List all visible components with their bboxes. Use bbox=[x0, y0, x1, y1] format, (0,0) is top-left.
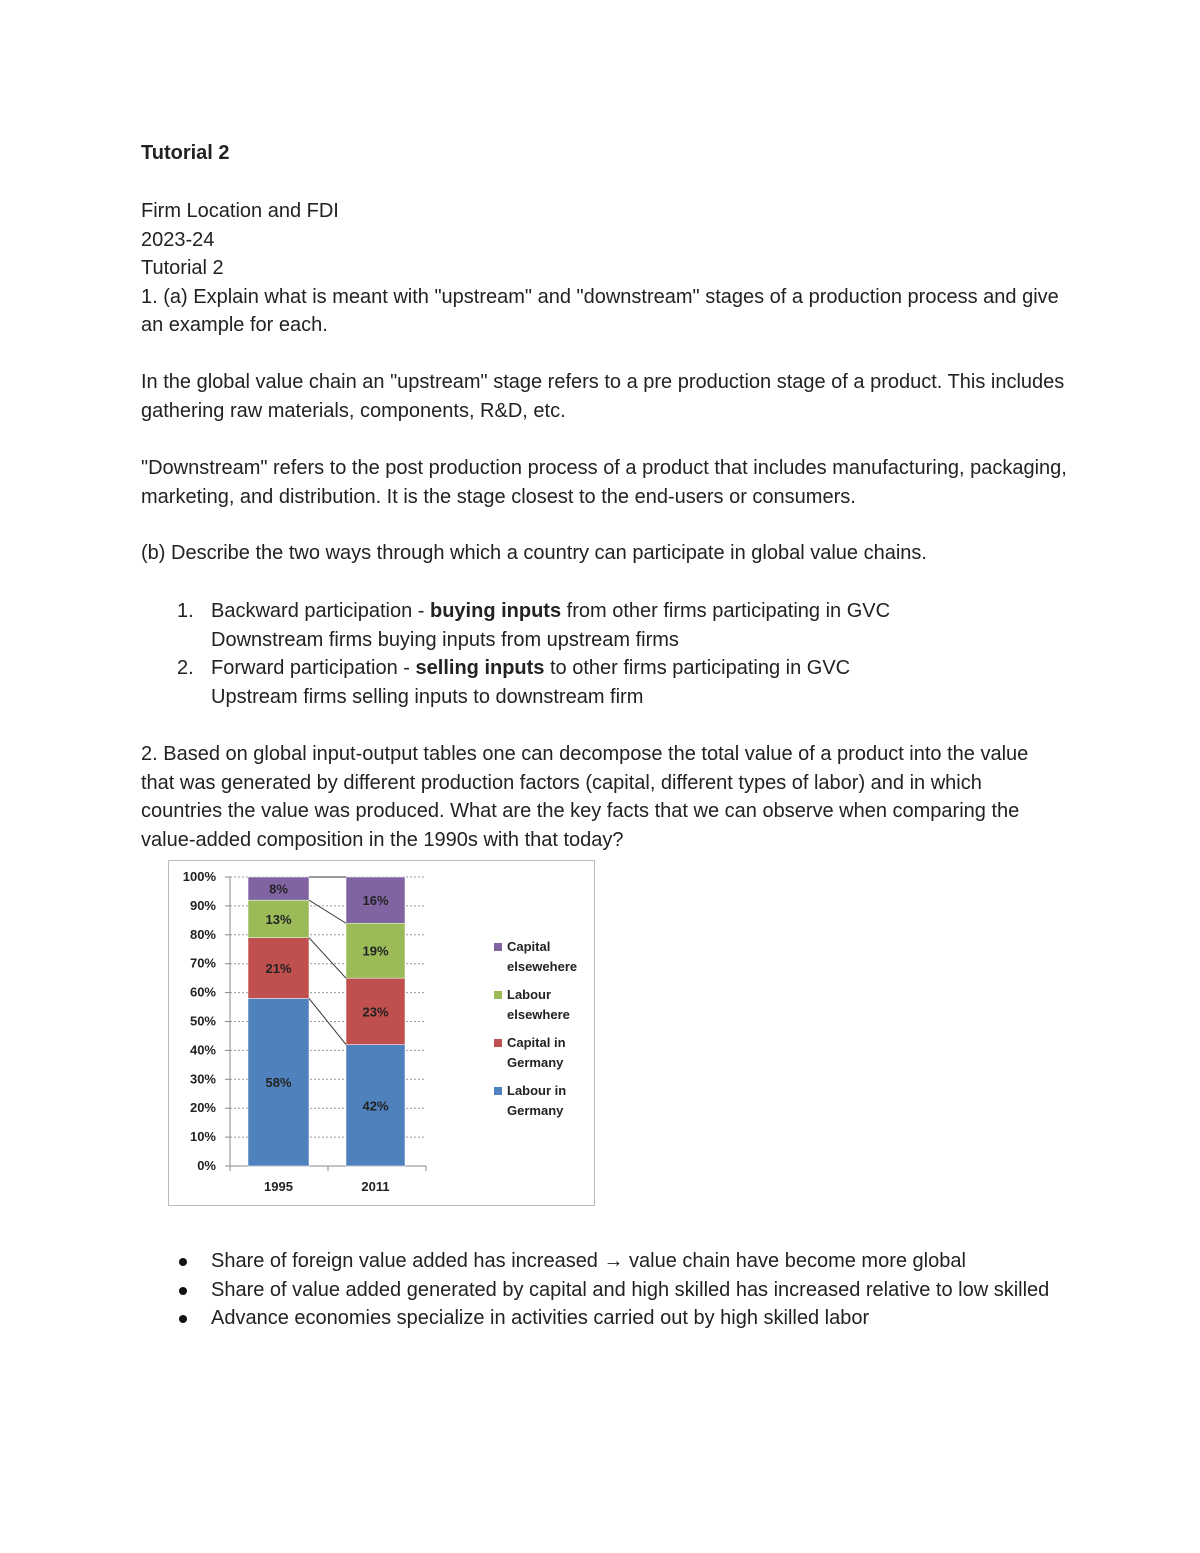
list-number: 1. bbox=[177, 600, 194, 622]
legend-label: elsewhere bbox=[507, 1007, 570, 1022]
bar-segment bbox=[345, 977, 406, 1045]
bullet-icon bbox=[179, 1258, 187, 1266]
x-tick-label: 1995 bbox=[264, 1179, 293, 1194]
item-subtext: Downstream firms buying inputs from upst… bbox=[211, 628, 679, 651]
bar-segment bbox=[247, 937, 310, 999]
bullet-text: Advance economies specialize in activiti… bbox=[211, 1307, 870, 1330]
course-name: Firm Location and FDI bbox=[141, 200, 339, 222]
bullet-icon bbox=[179, 1286, 187, 1295]
data-label: 13% bbox=[265, 912, 291, 927]
question-1b: (b) Describe the two ways through which … bbox=[141, 542, 927, 564]
item-text: to other firms participating in GVC bbox=[544, 657, 851, 680]
academic-year: 2023-24 bbox=[141, 228, 215, 251]
bullet-text: Share of value added generated by capita… bbox=[211, 1278, 1050, 1301]
legend-swatch bbox=[494, 1087, 502, 1095]
y-tick-label: 90% bbox=[190, 898, 216, 913]
item-bold: buying inputs bbox=[429, 600, 562, 622]
data-label: 8% bbox=[269, 882, 288, 897]
item-text: Forward participation - bbox=[211, 657, 416, 680]
data-label: 21% bbox=[265, 961, 291, 976]
list-item: 2. Forward participation - selling input… bbox=[141, 654, 1081, 711]
legend-label: elsewehere bbox=[507, 959, 577, 974]
legend-label: Capital in bbox=[507, 1035, 566, 1050]
numbered-list: 1. Backward participation - buying input… bbox=[141, 597, 1081, 711]
data-label: 58% bbox=[265, 1075, 291, 1090]
question-2: 2. Based on global input-output tables o… bbox=[141, 743, 1029, 851]
y-tick-label: 30% bbox=[190, 1071, 216, 1086]
y-tick-label: 20% bbox=[190, 1100, 216, 1115]
item-text: from other firms participating in GVC bbox=[561, 600, 891, 622]
item-text: Backward participation - bbox=[211, 600, 430, 622]
data-label: 42% bbox=[362, 1098, 388, 1113]
series-line bbox=[308, 899, 347, 924]
bar-segment bbox=[247, 899, 310, 938]
bar-segment bbox=[247, 876, 310, 901]
legend-swatch bbox=[494, 1039, 502, 1047]
x-tick-label: 2011 bbox=[361, 1179, 389, 1194]
legend-label: Capital bbox=[507, 939, 550, 954]
y-tick-label: 80% bbox=[190, 927, 216, 942]
y-tick-label: 40% bbox=[190, 1042, 216, 1057]
legend-label: Germany bbox=[507, 1055, 564, 1070]
data-label: 19% bbox=[362, 944, 388, 959]
legend-swatch bbox=[494, 943, 502, 951]
series-line bbox=[308, 998, 347, 1045]
stacked-bar-chart: 0% 10% 20% 30% 40% 50% 60% 70% 80% 90% 100% 58% 21% 1… bbox=[168, 860, 595, 1206]
list-number: 2. bbox=[177, 657, 194, 680]
y-tick-label: 50% bbox=[190, 1014, 216, 1029]
header-block: Firm Location and FDI 2023-24 Tutorial 2… bbox=[141, 197, 1081, 340]
bullet-item: Share of foreign value added has increas… bbox=[141, 1247, 1061, 1276]
bullet-icon bbox=[179, 1315, 187, 1324]
tutorial-label: Tutorial 2 bbox=[141, 257, 224, 280]
series-line bbox=[308, 937, 347, 979]
data-label: 23% bbox=[362, 1004, 388, 1019]
y-tick-label: 10% bbox=[190, 1129, 216, 1144]
legend-label: Labour bbox=[507, 987, 551, 1002]
question-1a: 1. (a) Explain what is meant with "upstr… bbox=[141, 285, 1059, 337]
item-bold: selling inputs bbox=[415, 657, 545, 680]
bullet-list: Share of foreign value added has increas… bbox=[141, 1247, 1061, 1333]
bar-segment bbox=[345, 876, 406, 924]
bullet-item: Advance economies specialize in activiti… bbox=[141, 1304, 1061, 1333]
data-label: 16% bbox=[362, 893, 388, 908]
legend-label: Labour in bbox=[507, 1083, 566, 1098]
answer-downstream: "Downstream" refers to the post producti… bbox=[141, 457, 1067, 508]
legend-label: Germany bbox=[507, 1103, 564, 1118]
y-tick-label: 70% bbox=[190, 956, 216, 971]
y-tick-label: 100% bbox=[183, 869, 217, 884]
bullet-text: Share of foreign value added has increas… bbox=[211, 1250, 966, 1272]
legend-swatch bbox=[494, 991, 502, 999]
list-item: 1. Backward participation - buying input… bbox=[141, 597, 1081, 654]
item-subtext: Upstream firms selling inputs to downstr… bbox=[211, 685, 644, 708]
y-tick-label: 60% bbox=[190, 985, 216, 1000]
bar-segment bbox=[247, 998, 310, 1167]
y-tick-label: 0% bbox=[197, 1158, 216, 1173]
document-title: Tutorial 2 bbox=[141, 142, 230, 164]
bar-segment bbox=[345, 922, 406, 979]
answer-upstream: In the global value chain an "upstream" … bbox=[141, 371, 1065, 422]
bullet-item: Share of value added generated by capita… bbox=[141, 1276, 1061, 1305]
